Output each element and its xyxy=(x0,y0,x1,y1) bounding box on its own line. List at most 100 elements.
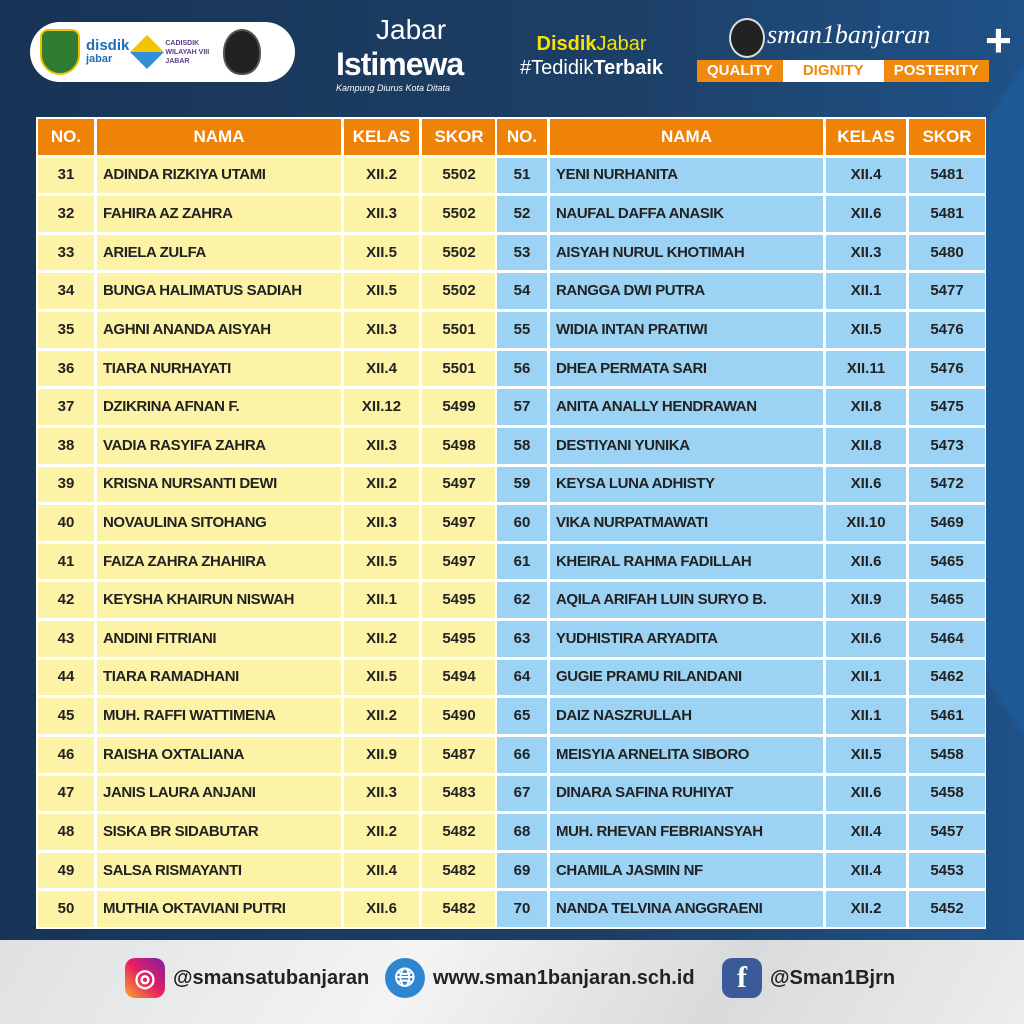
hashtag: DisdikJabar #TedidikTerbaik xyxy=(520,33,664,79)
cell-col-skor: 5490 xyxy=(422,698,496,734)
cell-col-kelas: XII.4 xyxy=(826,852,906,889)
header-col-no: NO. xyxy=(38,119,94,155)
cell-col-skor: 5497 xyxy=(422,543,496,580)
cell-col-nama: RAISHA OXTALIANA xyxy=(97,736,341,773)
cell-col-no: 37 xyxy=(38,389,94,425)
cell-col-nama: FAHIRA AZ ZAHRA xyxy=(97,196,341,232)
cell-col-skor: 5502 xyxy=(422,196,496,232)
cell-col-kelas: XII.5 xyxy=(344,273,419,310)
cell-col-nama: DAIZ NASZRULLAH xyxy=(550,698,823,734)
cell-col-kelas: XII.4 xyxy=(826,814,906,850)
cell-col-nama: DESTIYANI YUNIKA xyxy=(550,427,823,464)
west-java-emblem-icon xyxy=(40,29,80,75)
cell-col-no: 42 xyxy=(38,582,94,619)
cell-col-no: 44 xyxy=(38,659,94,696)
cell-col-skor: 5475 xyxy=(909,389,985,425)
cell-col-kelas: XII.6 xyxy=(826,775,906,812)
cell-col-no: 35 xyxy=(38,312,94,348)
cell-col-nama: TIARA NURHAYATI xyxy=(97,350,341,387)
header-col-no: NO. xyxy=(497,119,547,155)
cell-col-no: 32 xyxy=(38,196,94,232)
cell-col-skor: 5472 xyxy=(909,466,985,503)
header-col-kelas: KELAS xyxy=(344,119,419,155)
cell-col-kelas: XII.2 xyxy=(344,698,419,734)
cell-col-skor: 5487 xyxy=(422,736,496,773)
footer xyxy=(0,940,1024,1024)
cell-col-skor: 5476 xyxy=(909,312,985,348)
website-link[interactable]: 🌐︎ www.sman1banjaran.sch.id xyxy=(385,958,695,998)
cell-col-no: 62 xyxy=(497,582,547,619)
cell-col-skor: 5473 xyxy=(909,427,985,464)
cell-col-nama: VADIA RASYIFA ZAHRA xyxy=(97,427,341,464)
cell-col-no: 38 xyxy=(38,427,94,464)
cell-col-skor: 5501 xyxy=(422,312,496,348)
ranking-table-right: NO. NAMA KELAS SKOR 51 YENI NURHANITA XII.4 548… xyxy=(495,117,986,929)
cell-col-kelas: XII.6 xyxy=(826,196,906,232)
cell-col-skor: 5482 xyxy=(422,814,496,850)
cell-col-no: 70 xyxy=(497,891,547,927)
cell-col-kelas: XII.3 xyxy=(826,234,906,271)
school-brand: sman1banjaran QUALITY DIGNITY POSTERITY xyxy=(697,18,997,82)
header-col-nama: NAMA xyxy=(97,119,341,155)
cell-col-no: 54 xyxy=(497,273,547,310)
disdik-diamond-icon xyxy=(130,35,165,69)
cell-col-nama: KEYSA LUNA ADHISTY xyxy=(550,466,823,503)
cell-col-kelas: XII.2 xyxy=(344,621,419,657)
cell-col-skor: 5457 xyxy=(909,814,985,850)
cell-col-no: 55 xyxy=(497,312,547,348)
cell-col-kelas: XII.2 xyxy=(344,814,419,850)
cell-col-skor: 5477 xyxy=(909,273,985,310)
cell-col-nama: SISKA BR SIDABUTAR xyxy=(97,814,341,850)
plus-icon: + xyxy=(985,14,1012,66)
cell-col-nama: KRISNA NURSANTI DEWI xyxy=(97,466,341,503)
school-name: sman1banjaran xyxy=(767,20,931,49)
cell-col-nama: ADINDA RIZKIYA UTAMI xyxy=(97,157,341,194)
cell-col-kelas: XII.6 xyxy=(826,621,906,657)
cell-col-no: 49 xyxy=(38,852,94,889)
cell-col-kelas: XII.5 xyxy=(826,312,906,348)
cell-col-skor: 5502 xyxy=(422,273,496,310)
cell-col-nama: YUDHISTIRA ARYADITA xyxy=(550,621,823,657)
facebook-link[interactable]: f @Sman1Bjrn xyxy=(722,958,895,998)
cell-col-kelas: XII.6 xyxy=(344,891,419,927)
cell-col-skor: 5482 xyxy=(422,852,496,889)
facebook-icon: f xyxy=(722,958,762,998)
cell-col-skor: 5462 xyxy=(909,659,985,696)
cell-col-no: 51 xyxy=(497,157,547,194)
cell-col-nama: NANDA TELVINA ANGGRAENI xyxy=(550,891,823,927)
cell-col-nama: TIARA RAMADHANI xyxy=(97,659,341,696)
cell-col-nama: AISYAH NURUL KHOTIMAH xyxy=(550,234,823,271)
cell-col-kelas: XII.2 xyxy=(344,466,419,503)
cell-col-skor: 5452 xyxy=(909,891,985,927)
cell-col-no: 33 xyxy=(38,234,94,271)
header-col-skor: SKOR xyxy=(422,119,496,155)
cell-col-skor: 5499 xyxy=(422,389,496,425)
cell-col-kelas: XII.6 xyxy=(826,543,906,580)
cell-col-skor: 5458 xyxy=(909,736,985,773)
cell-col-no: 31 xyxy=(38,157,94,194)
disdik-logo: disdik jabar xyxy=(86,37,130,65)
cell-col-no: 48 xyxy=(38,814,94,850)
cell-col-no: 68 xyxy=(497,814,547,850)
cell-col-skor: 5465 xyxy=(909,582,985,619)
school-seal-icon xyxy=(223,29,262,75)
cell-col-no: 66 xyxy=(497,736,547,773)
jabar-istimewa-logo: Jabar Istimewa Kampung Diurus Kota Ditat… xyxy=(336,14,464,93)
cell-col-nama: ANITA ANALLY HENDRAWAN xyxy=(550,389,823,425)
school-seal-icon xyxy=(729,18,765,58)
cell-col-kelas: XII.3 xyxy=(344,427,419,464)
cell-col-no: 59 xyxy=(497,466,547,503)
cell-col-kelas: XII.12 xyxy=(344,389,419,425)
cell-col-skor: 5464 xyxy=(909,621,985,657)
cell-col-skor: 5465 xyxy=(909,543,985,580)
cell-col-kelas: XII.1 xyxy=(344,582,419,619)
cell-col-kelas: XII.5 xyxy=(344,659,419,696)
cell-col-skor: 5495 xyxy=(422,621,496,657)
cell-col-kelas: XII.3 xyxy=(344,505,419,541)
instagram-link[interactable]: ◎ @smansatubanjaran xyxy=(125,958,369,998)
cell-col-kelas: XII.1 xyxy=(826,659,906,696)
cell-col-skor: 5458 xyxy=(909,775,985,812)
cell-col-nama: JANIS LAURA ANJANI xyxy=(97,775,341,812)
cell-col-kelas: XII.3 xyxy=(344,312,419,348)
cell-col-nama: FAIZA ZAHRA ZHAHIRA xyxy=(97,543,341,580)
